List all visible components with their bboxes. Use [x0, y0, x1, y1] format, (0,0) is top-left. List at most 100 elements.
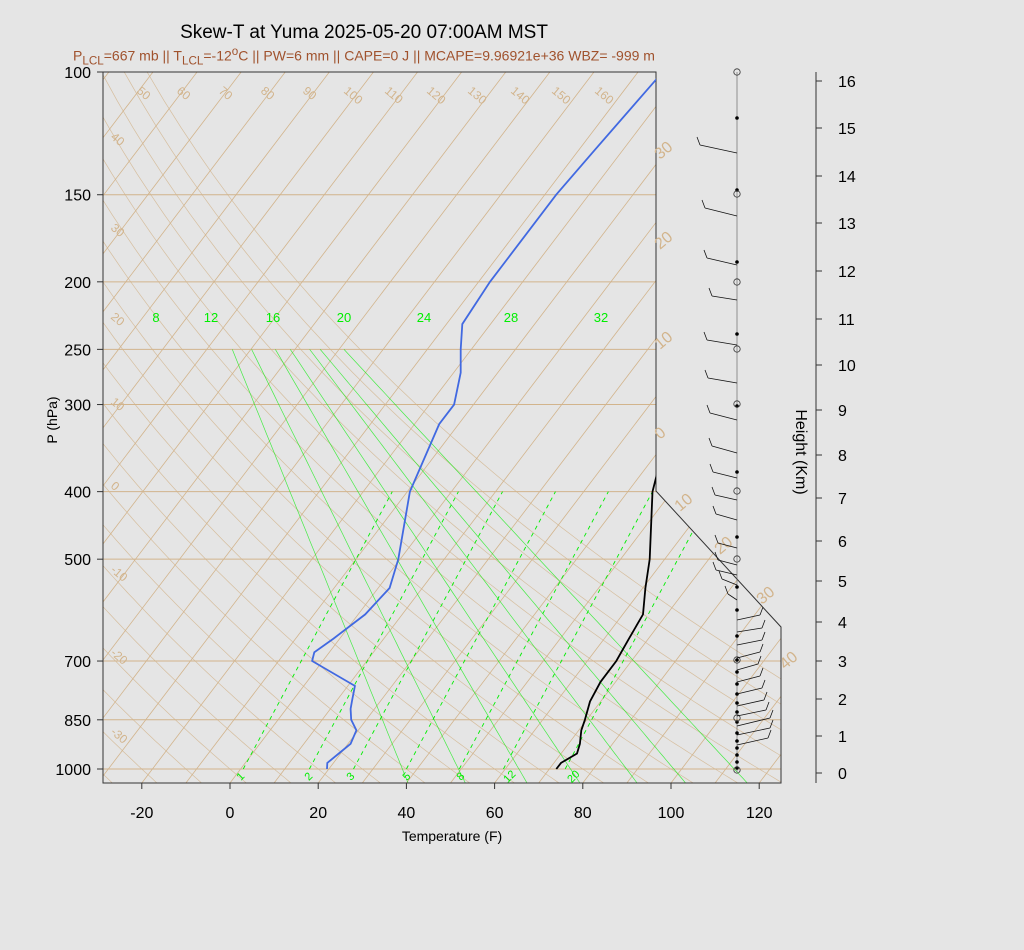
- chart-subtitle: PLCL=667 mb || TLCL=-12oC || PW=6 mm || …: [73, 45, 655, 68]
- wind-barb-flag: [703, 249, 708, 259]
- wind-barb-flag: [708, 437, 713, 447]
- dry-adiabat: [103, 72, 650, 783]
- wind-barb: [727, 593, 738, 601]
- height-tick-label: 15: [838, 121, 856, 138]
- wind-barb: [736, 727, 771, 736]
- wind-barb-flag: [701, 199, 706, 209]
- wind-barb-flag: [724, 585, 729, 595]
- isotherm-line: [103, 72, 551, 783]
- wind-barb: [715, 569, 738, 576]
- moist-adiabat: [231, 349, 409, 783]
- isotherm-top-label: 130: [465, 84, 490, 108]
- isotherm-left-label: 30: [108, 221, 127, 241]
- isotherm-line: [103, 72, 595, 783]
- wind-barb: [714, 494, 738, 501]
- isotherm-line: [103, 72, 507, 783]
- height-tick-label: 6: [838, 534, 847, 551]
- isotherm-right-label: 30: [652, 139, 677, 164]
- wind-barb: [736, 699, 765, 707]
- wind-barb: [711, 445, 738, 454]
- height-tick-label: 8: [838, 448, 847, 465]
- moist-adiabat: [275, 349, 528, 783]
- wind-barb-flag: [703, 331, 708, 341]
- x-axis-label: Temperature (F): [402, 828, 502, 844]
- wind-barb: [736, 675, 761, 683]
- x-tick-label: 40: [398, 805, 416, 822]
- y-tick-label: 250: [64, 342, 91, 359]
- wind-barb-flag: [761, 679, 766, 689]
- x-tick-label: 80: [574, 805, 592, 822]
- wind-barb: [721, 578, 738, 586]
- height-tick-label: 1: [838, 729, 847, 746]
- isotherm-line: [538, 72, 781, 783]
- x-tick-label: 0: [226, 805, 235, 822]
- isotherm-line: [980, 72, 1024, 783]
- isotherm-line: [141, 72, 683, 783]
- x-tick-label: 100: [658, 805, 685, 822]
- wind-level-circle: [733, 68, 741, 76]
- wind-barb: [717, 542, 738, 549]
- moist-adiabat: [251, 349, 467, 783]
- mixing-ratio-top-label: 16: [266, 310, 280, 325]
- wind-level-circle: [733, 345, 741, 353]
- wind-barb-flag: [763, 691, 768, 701]
- dry-adiabat: [103, 72, 606, 783]
- mixing-ratio-top-label: 24: [417, 310, 431, 325]
- wind-barb: [715, 513, 738, 521]
- dry-adiabat: [103, 72, 781, 783]
- moist-adiabat: [319, 349, 687, 783]
- isotherm-left-label: -10: [108, 563, 131, 585]
- wind-level-dot: [735, 585, 739, 589]
- isotherm-line: [582, 72, 781, 783]
- y-tick-label: 700: [64, 654, 91, 671]
- wind-barb: [736, 614, 761, 621]
- isotherm-top-label: 90: [300, 84, 319, 104]
- wind-level-circle: [733, 400, 741, 408]
- wind-barb-flag: [769, 709, 774, 719]
- plot-border: [102, 71, 782, 784]
- wind-barb: [736, 663, 759, 671]
- isotherm-line: [450, 72, 781, 783]
- isotherm-top-label: 60: [174, 84, 193, 104]
- dry-adiabat: [103, 72, 516, 783]
- wind-level-dot: [735, 731, 739, 735]
- mixing-ratio-bottom-label: 1: [234, 770, 247, 783]
- wind-level-dot: [735, 710, 739, 714]
- dry-adiabat: [103, 72, 427, 783]
- wind-barb-flag: [708, 287, 713, 297]
- dry-adiabat: [103, 72, 472, 783]
- dry-adiabat: [103, 72, 781, 783]
- height-tick-label: 7: [838, 491, 847, 508]
- y-tick-label: 300: [64, 398, 91, 415]
- isotherm-line: [103, 72, 330, 783]
- dry-adiabat: [103, 72, 159, 783]
- chart-title: Skew-T at Yuma 2025-05-20 07:00AM MST: [180, 22, 548, 43]
- wind-level-circle: [733, 714, 741, 722]
- isotherm-line: [936, 72, 1024, 783]
- mixing-ratio-bottom-label: 8: [454, 770, 467, 783]
- x-tick-label: -20: [130, 805, 153, 822]
- x-tick-label: 20: [309, 805, 327, 822]
- wind-barb: [704, 207, 738, 217]
- y-tick-label: 1000: [55, 762, 91, 779]
- wind-barb: [736, 627, 763, 633]
- wind-barb-flag: [714, 551, 719, 561]
- mixing-ratio-top-label: 32: [594, 310, 608, 325]
- wind-level-dot: [735, 332, 739, 336]
- wind-barb-flag: [712, 505, 717, 515]
- dry-adiabat: [103, 72, 781, 783]
- dry-adiabat: [103, 72, 293, 783]
- isotherm-line: [361, 72, 781, 783]
- height-tick-label: 5: [838, 574, 847, 591]
- wind-barb-flag: [706, 404, 711, 414]
- wind-barb-flag: [714, 534, 719, 544]
- dewpoint-profile: [311, 72, 664, 770]
- isotherm-line: [185, 72, 727, 783]
- dry-adiabat: [103, 72, 337, 783]
- isotherm-line: [847, 72, 1024, 783]
- height-tick-label: 12: [838, 264, 856, 281]
- wind-level-circle: [733, 190, 741, 198]
- y-tick-label: 850: [64, 713, 91, 730]
- wind-barb-flag: [769, 719, 774, 729]
- y-tick-label: 100: [64, 65, 91, 82]
